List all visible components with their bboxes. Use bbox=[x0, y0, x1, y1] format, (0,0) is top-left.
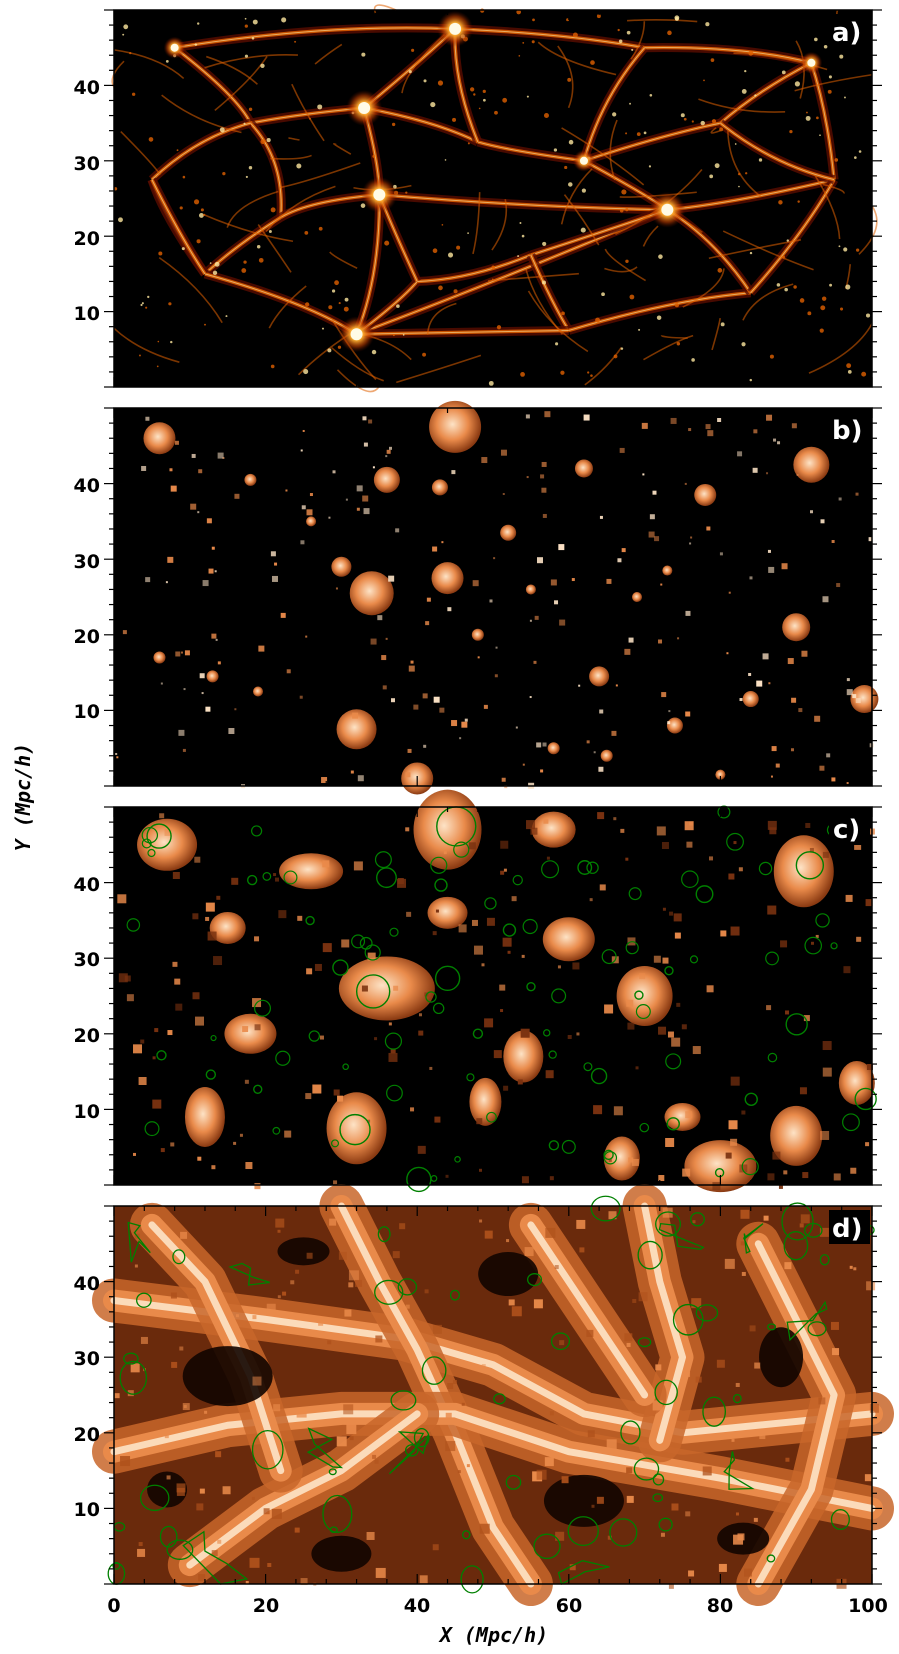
panel-b-ytick-10: 10 bbox=[74, 701, 100, 723]
panel-a-halos bbox=[113, 8, 871, 386]
panel-d-filament-field bbox=[92, 1184, 894, 1606]
panel-a-ytick-30: 30 bbox=[74, 153, 100, 175]
panel-a-density-field bbox=[111, 4, 878, 393]
panel-c-ytick-30: 30 bbox=[74, 949, 100, 971]
panel-c-label: c) bbox=[833, 815, 860, 845]
panel-b-label: b) bbox=[832, 416, 863, 446]
panel-b-ytick-20: 20 bbox=[74, 626, 100, 648]
panel-b-label-box: b) bbox=[829, 412, 870, 446]
axes bbox=[104, 9, 882, 1585]
x-tick-labels: 0 20 40 60 80 100 bbox=[107, 1595, 887, 1617]
panel-d-ytick-30: 30 bbox=[74, 1348, 100, 1370]
panel-d-filaments bbox=[92, 1184, 894, 1606]
panel-c: c) bbox=[114, 789, 877, 1193]
panel-d-label: d) bbox=[832, 1214, 863, 1244]
panel-a-frame bbox=[113, 9, 873, 388]
panel-d-ytick-20: 20 bbox=[74, 1424, 100, 1446]
panel-a-ytick-10: 10 bbox=[74, 303, 100, 325]
panel-c-contours bbox=[126, 805, 877, 1193]
xtick-0: 0 bbox=[107, 1595, 120, 1617]
panel-b-background bbox=[114, 408, 872, 786]
panel-d-label-box: d) bbox=[829, 1210, 870, 1244]
panel-a-ytick-40: 40 bbox=[74, 77, 100, 99]
panel-c-ytick-10: 10 bbox=[74, 1101, 100, 1123]
xtick-20: 20 bbox=[253, 1595, 279, 1617]
panel-b: b) bbox=[114, 400, 879, 795]
xtick-100: 100 bbox=[848, 1595, 888, 1617]
xtick-40: 40 bbox=[404, 1595, 430, 1617]
panel-c-frame bbox=[113, 806, 873, 1186]
panel-a-label: a) bbox=[832, 18, 861, 48]
panel-d-ytick-40: 40 bbox=[74, 1273, 100, 1295]
panel-d-frame bbox=[113, 1205, 873, 1585]
panel-d: d) bbox=[92, 1184, 894, 1606]
panel-a-label-box: a) bbox=[829, 14, 870, 48]
x-axis-title: X (Mpc/h) bbox=[438, 1623, 548, 1647]
panel-d-contours bbox=[107, 1195, 875, 1594]
panel-c-ytick-20: 20 bbox=[74, 1025, 100, 1047]
panel-b-halos bbox=[115, 400, 879, 795]
panel-b-halo-field bbox=[115, 400, 879, 795]
panel-c-label-box: c) bbox=[829, 811, 870, 845]
panel-c-background bbox=[114, 807, 872, 1185]
y-tick-labels: 10 20 30 40 10 20 30 40 10 20 30 40 10 2… bbox=[74, 77, 100, 1521]
panel-a: a) bbox=[111, 4, 878, 393]
panel-b-frame bbox=[113, 407, 873, 787]
panel-d-voids bbox=[114, 1207, 879, 1589]
xtick-60: 60 bbox=[556, 1595, 582, 1617]
panel-b-ytick-30: 30 bbox=[74, 551, 100, 573]
panel-c-halo-field bbox=[117, 789, 877, 1193]
y-axis-title: Y (Mpc/h) bbox=[11, 743, 35, 851]
xtick-80: 80 bbox=[707, 1595, 733, 1617]
panel-d-ytick-10: 10 bbox=[74, 1499, 100, 1521]
panel-b-ytick-40: 40 bbox=[74, 475, 100, 497]
panel-c-ytick-40: 40 bbox=[74, 874, 100, 896]
panel-a-ytick-20: 20 bbox=[74, 228, 100, 250]
